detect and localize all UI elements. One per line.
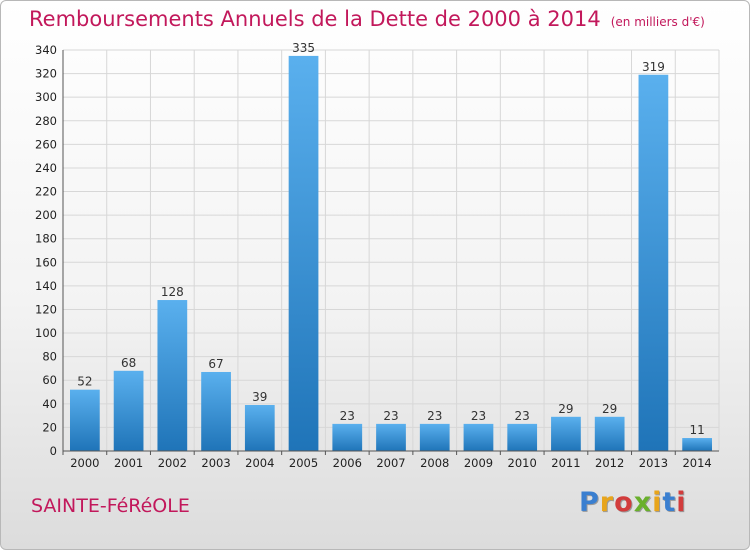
bar-value-label: 23	[427, 409, 442, 423]
logo-letter: P	[579, 487, 600, 518]
chart-title: Remboursements Annuels de la Dette de 20…	[29, 7, 601, 31]
x-tick-label: 2008	[420, 456, 449, 470]
y-tick-label: 40	[42, 397, 57, 411]
bar-value-label: 23	[515, 409, 530, 423]
bar	[288, 55, 319, 451]
bar	[463, 423, 494, 451]
y-tick-label: 320	[35, 67, 57, 81]
bar	[69, 389, 100, 451]
bar	[332, 423, 363, 451]
proxiti-logo: Proxiti	[579, 487, 687, 518]
bar	[376, 423, 406, 451]
bar	[419, 423, 450, 451]
bar-value-label: 11	[689, 423, 704, 437]
bar	[201, 371, 231, 451]
y-tick-label: 0	[50, 444, 57, 458]
y-tick-label: 300	[35, 90, 57, 104]
logo-letter: t	[662, 487, 677, 518]
bar	[638, 74, 669, 452]
x-tick-label: 2005	[289, 456, 318, 470]
logo-letter: x	[633, 487, 653, 518]
x-tick-label: 2012	[595, 456, 624, 470]
bar-value-label: 67	[208, 357, 223, 371]
x-tick-label: 2011	[551, 456, 580, 470]
bar	[113, 370, 144, 451]
logo-letter: o	[614, 487, 634, 518]
bar-value-label: 68	[121, 356, 136, 370]
y-tick-label: 20	[42, 420, 57, 434]
x-tick-label: 2006	[333, 456, 362, 470]
y-tick-label: 340	[35, 43, 57, 57]
bar-value-label: 29	[602, 402, 617, 416]
bar	[507, 423, 538, 451]
bar-value-label: 23	[340, 409, 355, 423]
x-tick-label: 2010	[508, 456, 537, 470]
x-tick-label: 2000	[70, 456, 99, 470]
bar-value-label: 29	[558, 402, 573, 416]
y-tick-label: 220	[35, 185, 57, 199]
axes	[62, 50, 719, 455]
bar-value-label: 52	[77, 375, 92, 389]
x-tick-label: 2007	[376, 456, 405, 470]
x-tick-label: 2002	[158, 456, 187, 470]
x-tick-label: 2004	[245, 456, 274, 470]
commune-name: SAINTE-FéRéOLE	[31, 495, 190, 517]
chart-units: (en milliers d'€)	[610, 15, 705, 29]
bars	[69, 55, 713, 452]
logo-letter: i	[676, 487, 687, 518]
y-tick-label: 200	[35, 208, 57, 222]
bar-value-label: 335	[292, 41, 315, 55]
x-tick-label: 2003	[201, 456, 230, 470]
logo-letter: i	[652, 487, 663, 518]
bar	[157, 300, 188, 451]
title-row: Remboursements Annuels de la Dette de 20…	[29, 7, 705, 31]
y-tick-label: 140	[35, 279, 57, 293]
x-tick-label: 2014	[682, 456, 711, 470]
y-tick-label: 180	[35, 232, 57, 246]
bar	[682, 438, 713, 451]
y-tick-label: 100	[35, 326, 57, 340]
bar	[594, 416, 625, 451]
y-tick-label: 60	[42, 373, 57, 387]
x-tick-label: 2001	[114, 456, 143, 470]
y-tick-label: 120	[35, 302, 57, 316]
bar-value-label: 39	[252, 390, 267, 404]
bar-value-label: 319	[642, 60, 665, 74]
bar	[244, 405, 275, 451]
y-tick-label: 160	[35, 255, 57, 269]
y-tick-label: 260	[35, 137, 57, 151]
y-tick-label: 80	[42, 350, 57, 364]
bar-value-label: 23	[383, 409, 398, 423]
logo-letter: r	[599, 487, 615, 518]
x-tick-label: 2009	[464, 456, 493, 470]
x-tick-label: 2013	[639, 456, 668, 470]
labels: 0 20 40 60 80 100 120 140 160 180 200 220 240 260 280 3…	[35, 41, 712, 470]
bar-value-label: 23	[471, 409, 486, 423]
y-tick-label: 280	[35, 114, 57, 128]
y-tick-label: 240	[35, 161, 57, 175]
bar-value-label: 128	[161, 285, 184, 299]
bar	[551, 416, 581, 451]
